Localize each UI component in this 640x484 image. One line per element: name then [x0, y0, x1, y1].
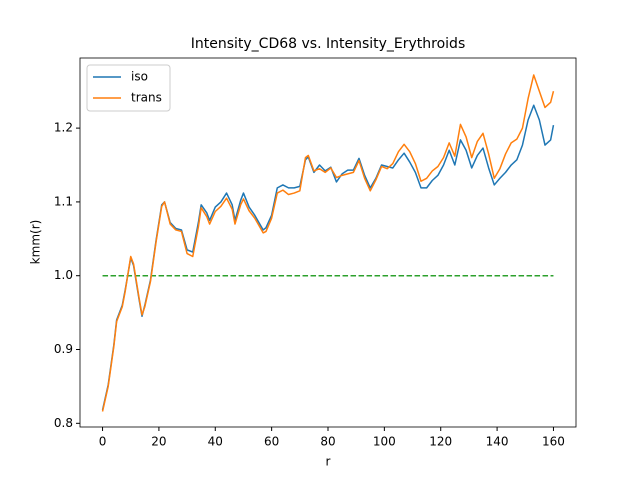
y-tick-label: 0.8 — [54, 416, 73, 430]
plot-frame — [79, 57, 577, 428]
x-tick-label: 0 — [99, 435, 107, 449]
legend-label: trans — [131, 91, 162, 105]
series-line — [101, 104, 555, 411]
x-tick-label: 80 — [320, 435, 335, 449]
series-line — [101, 74, 555, 412]
y-tick-label: 0.9 — [54, 342, 73, 356]
x-tick-label: 60 — [264, 435, 279, 449]
legend-label: iso — [131, 70, 148, 84]
x-tick-label: 100 — [373, 435, 396, 449]
x-tick-label: 160 — [542, 435, 565, 449]
chart-title: Intensity_CD68 vs. Intensity_Erythroids — [191, 36, 466, 52]
y-tick-label: 1.1 — [54, 194, 73, 208]
x-tick-label: 120 — [429, 435, 452, 449]
legend: iso trans — [86, 64, 171, 112]
x-tick-label: 140 — [486, 435, 509, 449]
x-tick-label: 40 — [208, 435, 223, 449]
x-axis-label: r — [326, 455, 331, 469]
y-tick-label: 1.0 — [54, 268, 73, 282]
x-tick-label: 20 — [151, 435, 166, 449]
y-tick-label: 1.2 — [54, 121, 73, 135]
y-axis-label: kmm(r) — [29, 220, 43, 265]
